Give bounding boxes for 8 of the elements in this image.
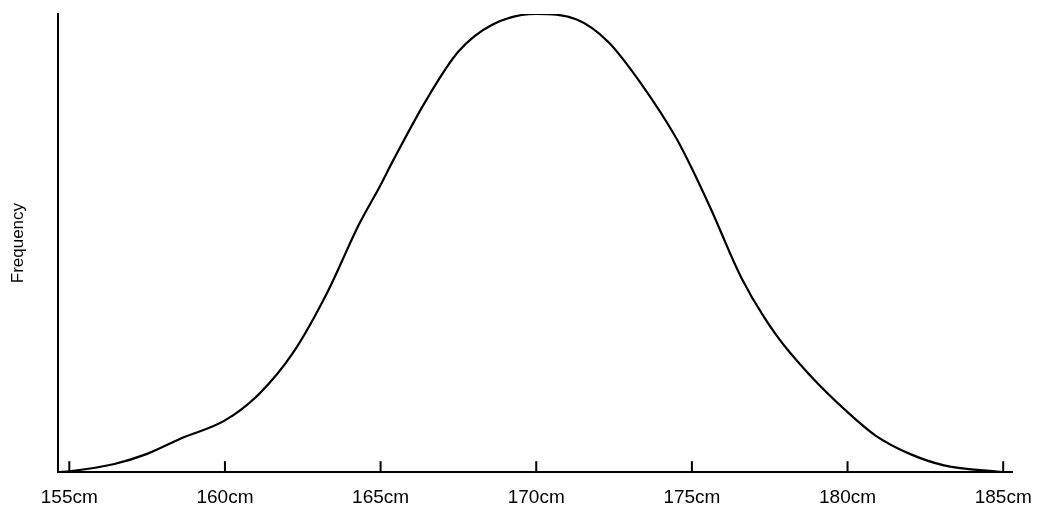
x-tick-label: 185cm [974, 485, 1032, 507]
y-axis-title: Frequency [7, 202, 27, 284]
x-tick-label: 165cm [352, 485, 410, 507]
x-tick-label: 175cm [663, 485, 721, 507]
x-tick-label: 170cm [507, 485, 565, 507]
x-tick-label: 180cm [819, 485, 877, 507]
x-tick-label: 160cm [196, 485, 254, 507]
x-tick-label: 155cm [40, 485, 98, 507]
